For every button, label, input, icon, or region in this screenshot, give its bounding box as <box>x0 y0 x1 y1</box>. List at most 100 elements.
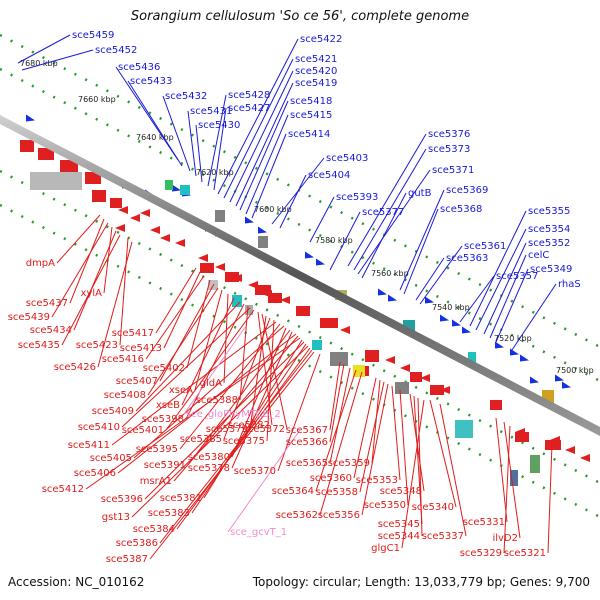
gene-label: sce5340 <box>412 502 454 513</box>
gene-box <box>365 350 379 362</box>
gene-leader-line <box>309 196 335 243</box>
gene-label: sce5414 <box>288 129 330 140</box>
gene-label: sce5373 <box>428 144 470 155</box>
reverse-gene-arrow <box>118 206 128 214</box>
gene-box <box>312 340 322 350</box>
gene-leader-line <box>439 403 467 537</box>
gene-label: sce5355 <box>528 206 570 217</box>
gene-label: sce5412 <box>42 484 84 495</box>
gene-label: dmpA <box>26 258 55 269</box>
gene-leader-line <box>176 347 311 530</box>
gene-label: sce5420 <box>295 66 337 77</box>
gene-label: sce5369 <box>446 185 488 196</box>
reverse-gene-arrow <box>150 226 160 234</box>
gene-leader-line <box>511 283 557 351</box>
gene-leader-line <box>85 337 301 490</box>
gene-label: sce5401 <box>122 425 164 436</box>
gene-label: sce5381 <box>160 493 202 504</box>
gene-label: sce5352 <box>528 238 570 249</box>
gene-label: sce5459 <box>72 30 114 41</box>
gene-label: glgC1 <box>371 543 400 554</box>
gene-box <box>225 272 239 282</box>
forward-gene-arrow <box>555 374 564 382</box>
gene-label: sce5388 <box>196 395 238 406</box>
gene-label: sce5391 <box>144 460 186 471</box>
gene-leader-line <box>417 397 423 537</box>
kbp-tick-label: 7600 kbp <box>254 205 292 214</box>
gene-leader-line <box>195 124 203 183</box>
gene-label: sce5379 <box>206 424 248 435</box>
gene-leader-line <box>391 385 401 481</box>
gene-leader-line <box>213 107 227 191</box>
gene-label: sce5350 <box>364 500 406 511</box>
gene-label: sce5354 <box>528 224 570 235</box>
gene-leader-line <box>56 214 101 264</box>
gene-label: sce5409 <box>92 406 134 417</box>
gene-leader-line <box>127 80 183 167</box>
forward-gene-arrow <box>510 348 519 356</box>
gene-label: gst13 <box>102 512 130 523</box>
gene-box <box>545 440 561 450</box>
gene-box <box>20 140 34 152</box>
gene-leader-line <box>495 417 508 523</box>
gene-label: sce5411 <box>68 440 110 451</box>
reverse-gene-arrow <box>300 308 310 316</box>
gene-label: sce5345 <box>378 519 420 530</box>
gene-leader-line <box>419 245 463 305</box>
gene-label: sce5433 <box>130 76 172 87</box>
gene-leader-line <box>163 271 201 349</box>
gene-label: sce5404 <box>308 170 350 181</box>
gene-leader-line <box>257 311 273 426</box>
gene-leader-line <box>231 327 287 458</box>
gene-leader-line <box>403 208 439 295</box>
gene-label: sce_gloPhyMTCB_2 <box>186 409 281 420</box>
reverse-gene-arrow <box>115 224 125 232</box>
gene-box <box>38 148 54 160</box>
gene-leader-line <box>503 421 521 539</box>
reverse-gene-arrow <box>440 386 450 394</box>
forward-gene-arrow <box>378 288 387 296</box>
gene-leader-line <box>371 379 381 464</box>
gene-box <box>268 293 282 303</box>
kbp-tick-label: 7580 kbp <box>315 236 353 245</box>
gene-label: sce5387 <box>106 554 148 565</box>
forward-gene-arrow <box>316 258 325 266</box>
gene-leader-line <box>547 443 553 554</box>
gene-leader-line <box>361 192 407 279</box>
gene-label: sce5331 <box>463 517 505 528</box>
gene-leader-line <box>315 369 357 492</box>
gene-label: xylA <box>81 288 103 299</box>
kbp-tick-label: 7680 kbp <box>20 59 58 68</box>
gene-leader-line <box>227 429 301 533</box>
gene-leader-line <box>359 381 385 493</box>
gene-label: sce5377 <box>362 207 404 218</box>
gene-box <box>530 455 540 473</box>
gene-leader-line <box>399 189 445 291</box>
kbp-tick-label: 7620 kbp <box>196 168 234 177</box>
gene-leader-line <box>245 114 289 215</box>
gene-leader-line <box>21 49 94 71</box>
gene-leader-line <box>51 222 109 318</box>
gene-box <box>468 352 476 366</box>
forward-gene-arrow <box>440 314 449 322</box>
gene-box <box>455 420 473 438</box>
gene-leader-line <box>162 95 191 172</box>
gene-label: sce5439 <box>8 312 50 323</box>
gene-box <box>85 172 101 184</box>
gene-label: sce5422 <box>300 34 342 45</box>
gene-label: sce5428 <box>228 90 270 101</box>
gene-label: sce5410 <box>78 422 120 433</box>
gene-label: sce5383 <box>148 508 190 519</box>
gene-box <box>490 400 502 410</box>
forward-gene-arrow <box>495 341 504 349</box>
forward-gene-arrow <box>172 184 181 192</box>
forward-gene-arrow <box>452 319 461 327</box>
gene-leader-line <box>187 110 197 177</box>
gene-leader-line <box>207 94 227 187</box>
gene-leader-line <box>223 317 271 440</box>
forward-gene-arrow <box>26 114 35 122</box>
gene-label: sce5357 <box>496 271 538 282</box>
forward-gene-arrow <box>530 376 539 384</box>
gene-leader-line <box>73 230 117 331</box>
reverse-gene-arrow <box>198 254 208 262</box>
